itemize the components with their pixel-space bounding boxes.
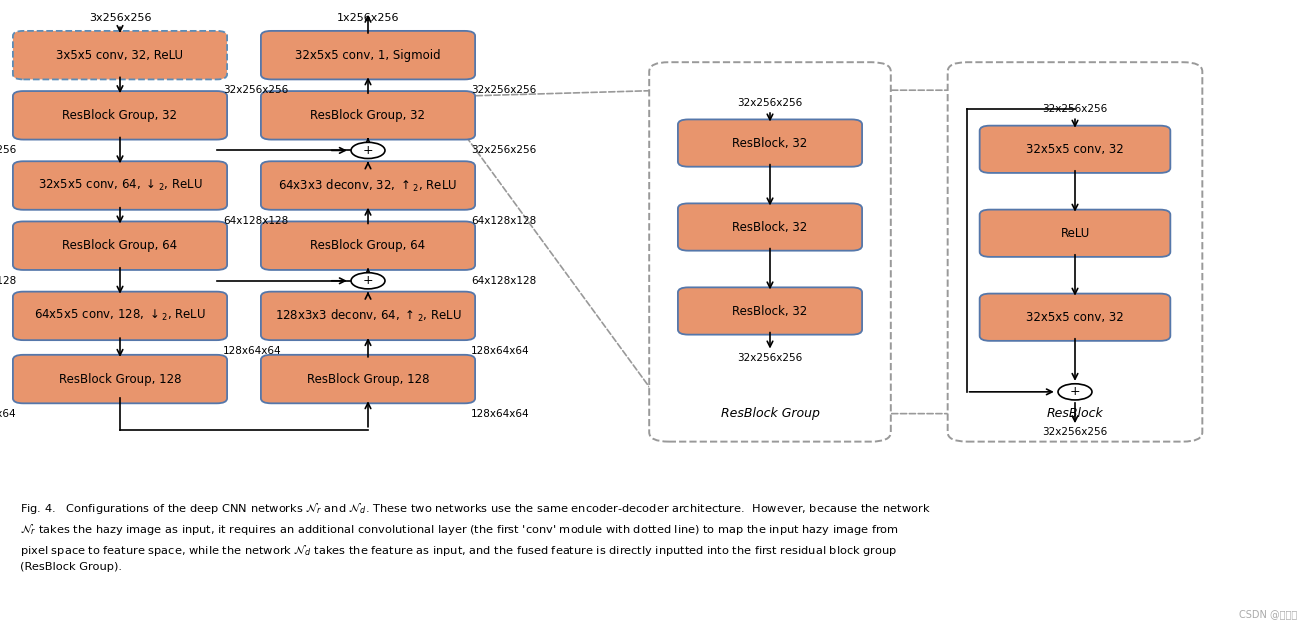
- FancyBboxPatch shape: [261, 355, 475, 403]
- FancyBboxPatch shape: [13, 91, 227, 139]
- FancyBboxPatch shape: [678, 203, 862, 251]
- Text: 3x5x5 conv, 32, ReLU: 3x5x5 conv, 32, ReLU: [56, 49, 184, 62]
- Text: +: +: [363, 144, 374, 157]
- FancyBboxPatch shape: [649, 62, 891, 442]
- FancyBboxPatch shape: [13, 221, 227, 270]
- Text: 64x128x128: 64x128x128: [223, 216, 289, 226]
- Text: 32x256x256: 32x256x256: [1042, 104, 1107, 114]
- Text: 32x256x256: 32x256x256: [471, 85, 537, 95]
- Text: 32x5x5 conv, 1, Sigmoid: 32x5x5 conv, 1, Sigmoid: [295, 49, 441, 62]
- FancyBboxPatch shape: [980, 210, 1170, 257]
- FancyBboxPatch shape: [13, 31, 227, 80]
- Text: ResBlock: ResBlock: [1046, 407, 1104, 420]
- Text: ResBlock, 32: ResBlock, 32: [733, 221, 807, 233]
- FancyBboxPatch shape: [678, 287, 862, 335]
- Text: ReLU: ReLU: [1060, 227, 1089, 239]
- Text: 1x256x256: 1x256x256: [337, 13, 400, 23]
- Text: 32x5x5 conv, 32: 32x5x5 conv, 32: [1027, 311, 1124, 323]
- FancyBboxPatch shape: [261, 292, 475, 340]
- Text: 128x64x64: 128x64x64: [223, 346, 282, 356]
- Text: 64x5x5 conv, 128, $\downarrow_2$, ReLU: 64x5x5 conv, 128, $\downarrow_2$, ReLU: [34, 309, 206, 323]
- Text: 64x128x128: 64x128x128: [471, 276, 537, 285]
- Text: +: +: [1070, 386, 1080, 398]
- Text: 32x256x256: 32x256x256: [223, 85, 289, 95]
- Text: 64x3x3 deconv, 32, $\uparrow_2$, ReLU: 64x3x3 deconv, 32, $\uparrow_2$, ReLU: [278, 177, 457, 193]
- Text: ResBlock, 32: ResBlock, 32: [733, 137, 807, 149]
- FancyBboxPatch shape: [13, 355, 227, 403]
- FancyBboxPatch shape: [980, 126, 1170, 173]
- Text: 32x256x256: 32x256x256: [471, 146, 537, 156]
- Text: ResBlock Group, 128: ResBlock Group, 128: [307, 373, 430, 386]
- Text: 32x256x256: 32x256x256: [738, 353, 803, 363]
- Text: ResBlock, 32: ResBlock, 32: [733, 305, 807, 317]
- Text: 32x256x256: 32x256x256: [1042, 427, 1107, 437]
- Text: ResBlock Group, 32: ResBlock Group, 32: [63, 109, 178, 122]
- FancyBboxPatch shape: [261, 31, 475, 80]
- Circle shape: [351, 142, 385, 159]
- FancyBboxPatch shape: [980, 294, 1170, 341]
- FancyBboxPatch shape: [13, 292, 227, 340]
- Text: ResBlock Group, 32: ResBlock Group, 32: [311, 109, 426, 122]
- Circle shape: [351, 272, 385, 289]
- FancyBboxPatch shape: [261, 221, 475, 270]
- Text: 32x256x256: 32x256x256: [0, 146, 17, 156]
- Text: ResBlock Group, 64: ResBlock Group, 64: [63, 239, 178, 252]
- Text: 32x256x256: 32x256x256: [738, 98, 803, 108]
- FancyBboxPatch shape: [13, 161, 227, 210]
- Text: 128x64x64: 128x64x64: [471, 346, 530, 356]
- Text: ResBlock Group, 128: ResBlock Group, 128: [59, 373, 182, 386]
- Text: CSDN @一梦、: CSDN @一梦、: [1238, 609, 1297, 619]
- Circle shape: [1058, 384, 1092, 400]
- FancyBboxPatch shape: [678, 119, 862, 167]
- FancyBboxPatch shape: [261, 91, 475, 139]
- Text: ResBlock Group: ResBlock Group: [721, 407, 819, 420]
- Text: 128x64x64: 128x64x64: [0, 409, 17, 419]
- FancyBboxPatch shape: [261, 161, 475, 210]
- Text: +: +: [363, 274, 374, 287]
- Text: Fig. 4.   Configurations of the deep CNN networks $\mathcal{N}_r$ and $\mathcal{: Fig. 4. Configurations of the deep CNN n…: [20, 501, 930, 572]
- Text: 128x3x3 deconv, 64, $\uparrow_2$, ReLU: 128x3x3 deconv, 64, $\uparrow_2$, ReLU: [274, 308, 461, 324]
- Text: ResBlock Group, 64: ResBlock Group, 64: [311, 239, 426, 252]
- Text: 3x256x256: 3x256x256: [89, 13, 151, 23]
- Text: 64x128x128: 64x128x128: [471, 216, 537, 226]
- FancyBboxPatch shape: [948, 62, 1203, 442]
- Text: 32x5x5 conv, 32: 32x5x5 conv, 32: [1027, 143, 1124, 156]
- Text: 32x5x5 conv, 64, $\downarrow_2$, ReLU: 32x5x5 conv, 64, $\downarrow_2$, ReLU: [38, 178, 202, 193]
- Text: 128x64x64: 128x64x64: [471, 409, 530, 419]
- Text: 64x128x128: 64x128x128: [0, 276, 17, 285]
